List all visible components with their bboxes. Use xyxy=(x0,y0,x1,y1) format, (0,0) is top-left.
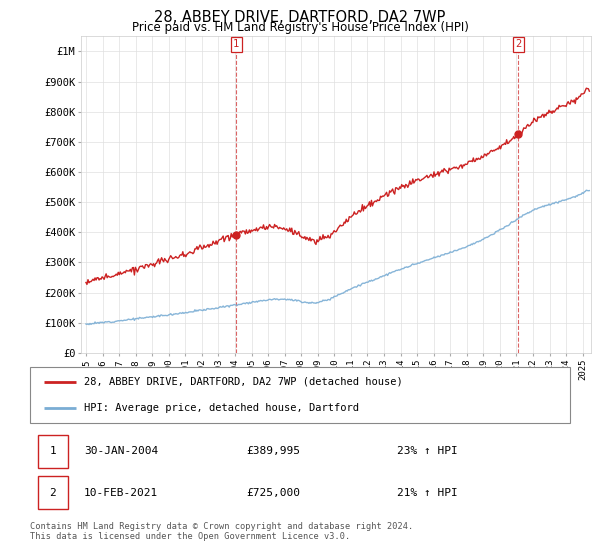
Text: Contains HM Land Registry data © Crown copyright and database right 2024.
This d: Contains HM Land Registry data © Crown c… xyxy=(30,522,413,542)
Text: 10-FEB-2021: 10-FEB-2021 xyxy=(84,488,158,498)
Text: 1: 1 xyxy=(50,446,56,456)
Text: £389,995: £389,995 xyxy=(246,446,300,456)
Text: 30-JAN-2004: 30-JAN-2004 xyxy=(84,446,158,456)
Bar xyxy=(38,477,68,510)
Text: 28, ABBEY DRIVE, DARTFORD, DA2 7WP: 28, ABBEY DRIVE, DARTFORD, DA2 7WP xyxy=(154,10,446,25)
Text: 28, ABBEY DRIVE, DARTFORD, DA2 7WP (detached house): 28, ABBEY DRIVE, DARTFORD, DA2 7WP (deta… xyxy=(84,377,403,387)
Text: 23% ↑ HPI: 23% ↑ HPI xyxy=(397,446,458,456)
Text: Price paid vs. HM Land Registry's House Price Index (HPI): Price paid vs. HM Land Registry's House … xyxy=(131,21,469,34)
Text: 1: 1 xyxy=(233,39,239,49)
Text: HPI: Average price, detached house, Dartford: HPI: Average price, detached house, Dart… xyxy=(84,403,359,413)
Bar xyxy=(38,435,68,468)
Text: 21% ↑ HPI: 21% ↑ HPI xyxy=(397,488,458,498)
Text: £725,000: £725,000 xyxy=(246,488,300,498)
Text: 2: 2 xyxy=(515,39,521,49)
Text: 2: 2 xyxy=(50,488,56,498)
